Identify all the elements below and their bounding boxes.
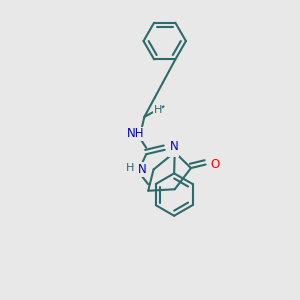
Text: H: H [154,105,162,116]
Text: H: H [125,163,134,173]
Text: O: O [210,158,220,171]
Text: NH: NH [127,127,144,140]
Text: N: N [138,163,147,176]
Text: N: N [170,140,179,153]
Text: O: O [169,143,178,156]
